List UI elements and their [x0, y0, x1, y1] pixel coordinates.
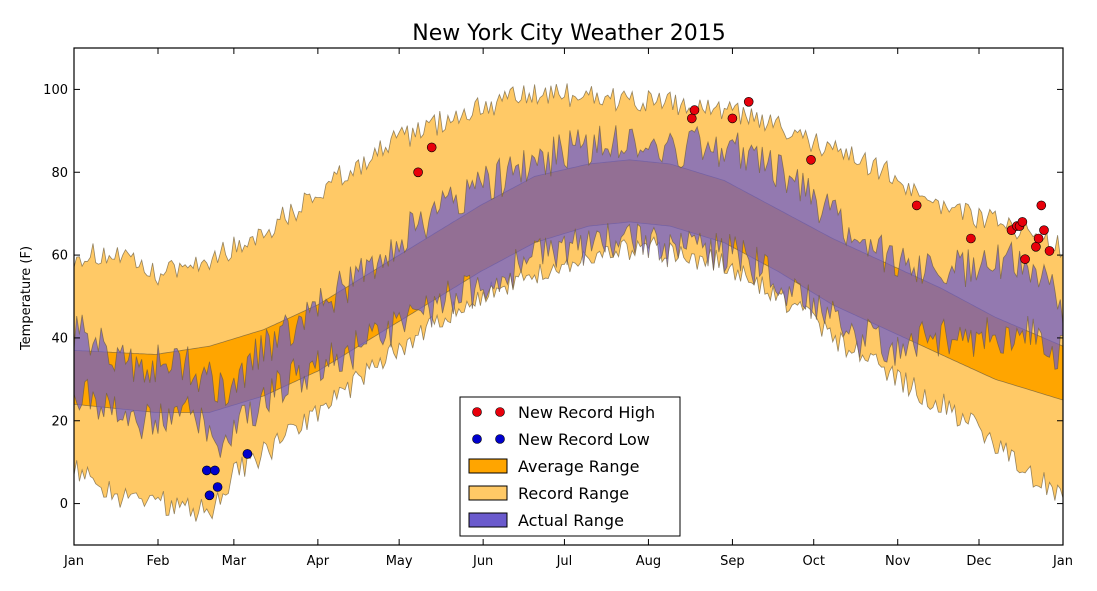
scatter-points: [202, 97, 1055, 501]
new-record-low-point: [202, 465, 212, 476]
x-tick-label: Feb: [146, 554, 169, 569]
legend-marker-new-record-low: [495, 434, 505, 444]
new-record-high-point: [1044, 246, 1055, 256]
x-tick-label: Sep: [720, 554, 745, 569]
y-tick-label: 40: [51, 331, 68, 346]
y-tick-label: 80: [51, 166, 68, 181]
legend-label-new-record-high: New Record High: [518, 403, 655, 422]
legend-label-record-range: Record Range: [518, 484, 629, 503]
new-record-high-point: [1039, 225, 1049, 235]
new-record-high-point: [1033, 233, 1044, 244]
x-axis: Jan Feb Mar Apr May Jun Jul Aug Sep Oct Nov Dec Jan: [63, 48, 1073, 569]
new-record-low-point: [204, 490, 215, 501]
new-record-high-point: [743, 97, 754, 107]
legend-label-actual-range: Actual Range: [518, 511, 624, 530]
new-record-high-point: [1017, 217, 1028, 227]
new-record-high-point: [686, 113, 697, 124]
x-tick-label: Mar: [222, 554, 247, 569]
legend-swatch-record-range: [468, 485, 508, 501]
x-tick-label: Dec: [966, 554, 991, 569]
legend-swatch-actual-range: [468, 512, 508, 528]
chart-title: New York City Weather 2015: [412, 21, 725, 46]
new-record-high-point: [1036, 200, 1047, 211]
plot-frame: [73, 47, 1064, 546]
y-tick-label: 60: [51, 249, 68, 264]
x-tick-label: Jan: [63, 554, 84, 569]
x-tick-label: Jul: [556, 554, 573, 569]
legend-label-new-record-low: New Record Low: [518, 430, 650, 449]
new-record-high-point: [1020, 254, 1030, 265]
legend-swatch-average-range: [468, 458, 508, 474]
new-record-high-point: [966, 233, 976, 244]
new-record-low-point: [212, 482, 223, 492]
y-axis-label: Temperature (F): [19, 246, 34, 351]
x-tick-label: Apr: [307, 554, 330, 569]
new-record-high-point: [806, 155, 816, 165]
x-tick-label: Jun: [472, 554, 493, 569]
x-tick-label: Jan: [1052, 554, 1073, 569]
x-tick-label: Aug: [636, 554, 661, 569]
y-tick-label: 20: [51, 414, 68, 429]
new-record-high-point: [727, 113, 738, 124]
legend-marker-new-record-high: [495, 407, 505, 417]
y-tick-label: 0: [60, 497, 68, 512]
legend-marker-new-record-low: [472, 434, 482, 444]
x-tick-label: Nov: [885, 554, 911, 569]
new-record-low-point: [242, 449, 253, 459]
legend-label-average-range: Average Range: [518, 457, 640, 476]
legend-marker-new-record-high: [472, 407, 482, 417]
x-tick-label: May: [386, 554, 413, 569]
y-axis: 0 20 40 60 80 100: [43, 83, 1063, 512]
y-tick-label: 100: [43, 83, 68, 98]
new-record-high-point: [413, 167, 423, 178]
new-record-high-point: [911, 200, 922, 211]
new-record-high-point: [1031, 242, 1041, 252]
new-record-high-point: [689, 105, 700, 115]
legend: New Record High New Record Low Average Ran…: [459, 396, 681, 537]
x-tick-label: Oct: [802, 554, 824, 569]
new-record-high-point: [426, 142, 437, 153]
new-record-low-point: [210, 465, 220, 476]
